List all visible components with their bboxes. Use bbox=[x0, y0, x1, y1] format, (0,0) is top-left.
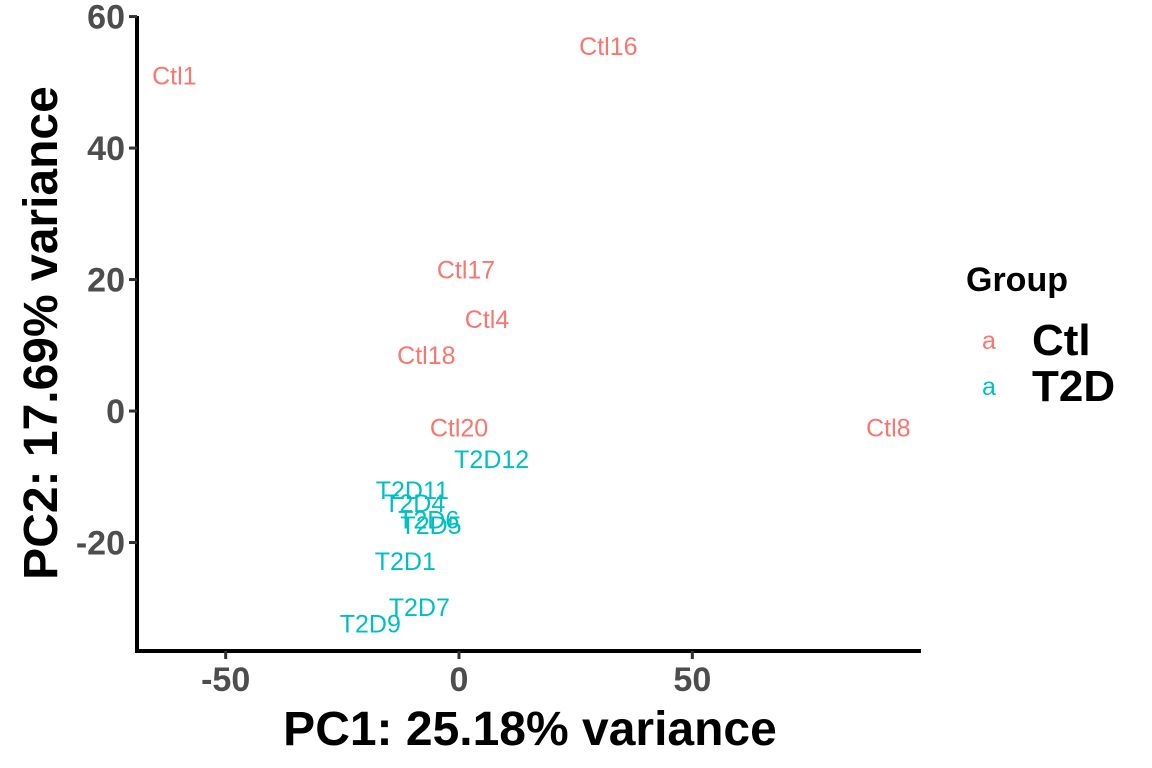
y-tick-label: 20 bbox=[87, 262, 125, 300]
x-tick-label: 50 bbox=[673, 661, 711, 699]
legend-label-ctl: Ctl bbox=[1032, 316, 1091, 365]
point-label-ctl20: Ctl20 bbox=[430, 414, 488, 442]
legend-title: Group bbox=[966, 261, 1068, 299]
x-axis-title: PC1: 25.18% variance bbox=[283, 703, 777, 756]
point-label-ctl16: Ctl16 bbox=[579, 33, 637, 61]
x-axis-ticks: -50 0 50 bbox=[201, 651, 711, 699]
point-label-ctl18: Ctl18 bbox=[397, 342, 455, 370]
point-label-ctl8: Ctl8 bbox=[866, 414, 910, 442]
point-label-t2d4: T2D4 bbox=[384, 490, 445, 518]
point-label-t2d9: T2D9 bbox=[340, 610, 401, 638]
point-label-ctl17: Ctl17 bbox=[437, 257, 495, 285]
y-tick-label: -20 bbox=[76, 525, 125, 563]
y-tick-label: 40 bbox=[87, 130, 125, 168]
y-tick-label: 0 bbox=[106, 393, 125, 431]
legend-entries: a Ctl a T2D bbox=[982, 316, 1115, 411]
legend: Group a Ctl a T2D bbox=[966, 261, 1115, 411]
point-label-ctl1: Ctl1 bbox=[152, 63, 196, 91]
point-label-ctl4: Ctl4 bbox=[465, 306, 510, 334]
point-label-t2d12: T2D12 bbox=[454, 446, 529, 474]
point-label-t2d5: T2D5 bbox=[400, 512, 461, 540]
point-label-t2d11: T2D11 bbox=[376, 477, 449, 505]
point-label-t2d6: T2D6 bbox=[398, 507, 459, 535]
point-label-t2d7: T2D7 bbox=[389, 594, 450, 622]
y-axis-title: PC2: 17.69% variance bbox=[15, 86, 68, 580]
legend-label-t2d: T2D bbox=[1032, 362, 1115, 411]
legend-key-glyph: a bbox=[982, 373, 996, 401]
y-axis-ticks: -20 0 20 40 60 bbox=[76, 0, 137, 563]
point-label-t2d1: T2D1 bbox=[375, 548, 436, 576]
x-tick-label: -50 bbox=[201, 661, 250, 699]
legend-key-glyph: a bbox=[982, 327, 996, 355]
x-tick-label: 0 bbox=[450, 661, 469, 699]
y-tick-label: 60 bbox=[87, 0, 125, 37]
